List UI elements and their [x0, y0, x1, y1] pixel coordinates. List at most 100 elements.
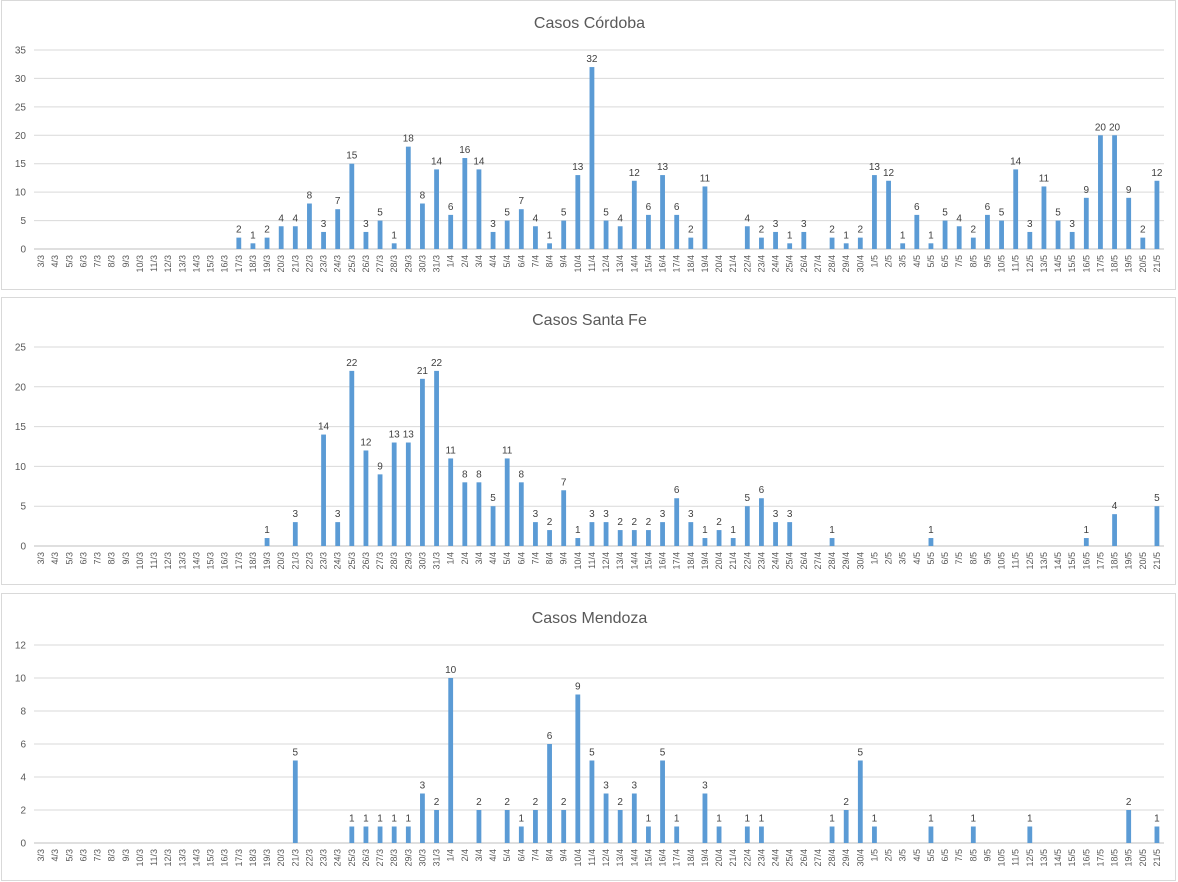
data-label: 22: [346, 358, 358, 369]
x-tick-label: 28/3: [389, 552, 399, 570]
x-tick-label: 31/3: [432, 849, 442, 867]
x-tick-label: 23/3: [319, 849, 329, 867]
data-label: 9: [1126, 185, 1132, 196]
x-tick-label: 4/3: [50, 552, 60, 565]
bar: [787, 243, 793, 249]
x-tick-label: 6/5: [940, 552, 950, 565]
y-tick-label: 10: [15, 188, 27, 199]
x-tick-label: 6/5: [940, 255, 950, 268]
bar: [547, 744, 552, 843]
data-label: 14: [473, 156, 485, 167]
x-tick-label: 15/5: [1067, 255, 1077, 273]
x-tick-label: 15/4: [643, 849, 653, 867]
x-tick-label: 16/4: [658, 849, 668, 867]
bar: [561, 220, 567, 249]
data-label: 20: [1109, 122, 1121, 133]
x-tick-label: 30/4: [855, 552, 865, 570]
x-tick-label: 17/5: [1095, 255, 1105, 273]
x-tick-label: 20/4: [714, 849, 724, 867]
x-tick-label: 14/4: [629, 255, 639, 273]
bar: [646, 530, 651, 546]
bar: [278, 226, 284, 249]
x-tick-label: 26/4: [799, 552, 809, 570]
data-label: 5: [561, 208, 567, 219]
data-label: 3: [632, 781, 638, 792]
x-tick-label: 29/4: [841, 255, 851, 273]
x-tick-label: 10/4: [573, 849, 583, 867]
x-tick-label: 15/5: [1067, 849, 1077, 867]
bar: [843, 810, 849, 843]
x-tick-label: 13/4: [615, 552, 625, 570]
data-label: 1: [928, 525, 934, 536]
bar: [942, 220, 948, 249]
data-label: 3: [321, 219, 327, 230]
data-label: 5: [603, 208, 609, 219]
bar: [603, 522, 609, 546]
x-tick-label: 6/3: [78, 849, 88, 862]
x-tick-label: 7/3: [93, 255, 103, 268]
data-label: 6: [646, 202, 652, 213]
x-tick-label: 6/4: [516, 849, 526, 862]
data-label: 4: [956, 213, 962, 224]
x-tick-label: 31/3: [432, 552, 442, 570]
x-tick-label: 11/4: [587, 255, 597, 272]
x-tick-label: 5/4: [502, 849, 512, 862]
bar: [1154, 506, 1160, 546]
x-tick-label: 19/5: [1124, 849, 1134, 867]
x-tick-label: 29/3: [403, 849, 413, 867]
data-label: 5: [504, 208, 510, 219]
x-tick-label: 18/5: [1110, 255, 1120, 273]
data-label: 2: [533, 797, 539, 808]
data-label: 14: [1010, 156, 1022, 167]
bar: [886, 180, 891, 249]
x-tick-label: 19/3: [262, 552, 272, 570]
x-tick-label: 6/5: [940, 849, 950, 862]
x-tick-label: 4/4: [488, 552, 498, 565]
x-tick-label: 16/5: [1081, 552, 1091, 570]
x-tick-label: 9/3: [121, 255, 131, 268]
x-tick-label: 14/3: [191, 255, 201, 273]
y-tick-label: 15: [15, 422, 27, 433]
bar: [490, 231, 496, 249]
x-tick-label: 23/4: [756, 552, 766, 570]
data-label: 2: [617, 797, 623, 808]
data-label: 1: [716, 814, 722, 825]
data-label: 3: [688, 509, 694, 520]
x-tick-label: 12/5: [1025, 255, 1035, 273]
x-tick-label: 8/3: [107, 255, 117, 268]
x-tick-label: 18/4: [686, 849, 696, 867]
x-tick-label: 2/4: [460, 552, 470, 565]
data-label: 20: [1095, 122, 1107, 133]
x-tick-label: 11/5: [1011, 552, 1021, 569]
x-tick-label: 9/5: [982, 552, 992, 565]
x-tick-label: 14/4: [629, 552, 639, 570]
x-tick-label: 13/5: [1039, 255, 1049, 273]
bar: [716, 530, 722, 546]
x-tick-label: 12/3: [163, 255, 173, 273]
x-tick-label: 8/5: [968, 552, 978, 565]
bar: [674, 214, 680, 249]
data-label: 3: [490, 219, 496, 230]
data-label: 4: [533, 213, 539, 224]
bar: [391, 243, 397, 249]
x-tick-label: 3/5: [898, 255, 908, 268]
bar: [448, 678, 454, 843]
x-tick-label: 1/4: [446, 255, 456, 268]
bar: [744, 226, 750, 249]
x-tick-label: 29/4: [841, 552, 851, 570]
data-label: 3: [603, 781, 609, 792]
x-tick-label: 29/3: [403, 552, 413, 570]
data-label: 4: [617, 213, 623, 224]
x-tick-label: 3/4: [474, 255, 484, 268]
data-label: 1: [264, 525, 270, 536]
x-tick-label: 30/4: [855, 849, 865, 867]
x-tick-label: 21/3: [290, 552, 300, 570]
y-tick-label: 10: [15, 674, 27, 685]
data-label: 2: [971, 225, 977, 236]
data-label: 9: [1084, 185, 1090, 196]
data-label: 3: [335, 509, 341, 520]
x-tick-label: 1/4: [446, 849, 456, 862]
data-label: 1: [928, 814, 934, 825]
bar: [391, 826, 397, 843]
